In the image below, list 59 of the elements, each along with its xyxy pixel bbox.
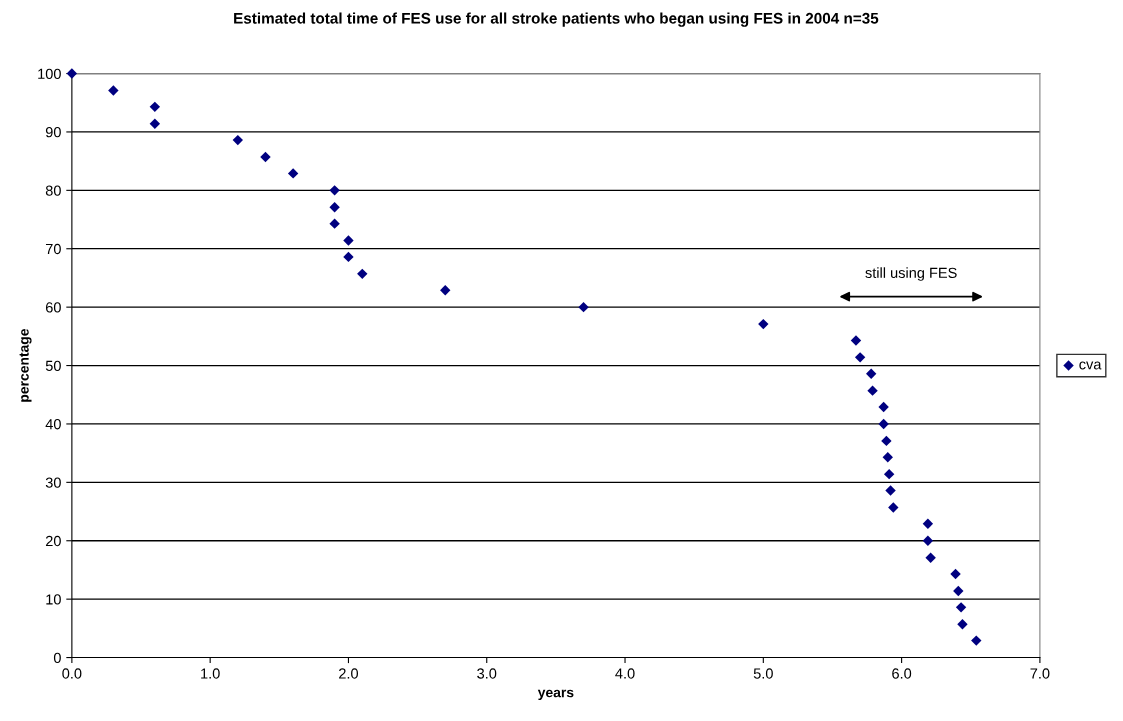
x-tick-label: 5.0 [753,668,773,679]
x-tick-label: 0.0 [62,668,82,679]
x-tick-label: 6.0 [892,668,912,679]
point [878,418,889,430]
annotation: still using FES [865,267,957,281]
point [149,118,161,129]
point [888,502,899,513]
point [865,368,877,379]
point [260,151,271,163]
y-tick-label: 90 [45,127,61,138]
y-tick-label: 100 [38,68,61,79]
point [955,602,967,613]
point [953,585,964,597]
y-tick-label: 0 [53,652,61,663]
point [149,101,161,113]
y-tick-label: 40 [45,419,61,430]
y-tick-label: 70 [45,243,61,255]
y-tick-label: 60 [45,302,61,313]
y-tick-label: 80 [45,185,61,196]
point [854,352,866,363]
y-axis-title: percentage [19,328,32,402]
x-tick-label: 4.0 [615,668,635,679]
x-tick-label: 3.0 [477,668,497,679]
point [108,85,119,96]
y-tick-label: 20 [45,535,61,547]
point [329,218,340,229]
point [329,185,340,196]
point [578,301,589,313]
point [971,635,982,646]
point [440,285,451,296]
point [329,202,340,213]
point [883,468,895,480]
point [922,518,934,530]
point [357,268,368,280]
legend-label: cva [1079,361,1102,370]
chart-title: Estimated total time of FES use for all stroke patients who began using FES in 2004 n=35 [234,12,879,27]
point [850,335,862,346]
point [758,318,769,330]
point [232,134,244,146]
point [867,385,878,396]
x-axis-title: years [537,689,574,701]
x-tick-label: 2.0 [339,668,359,679]
point [925,552,936,563]
x-tick-label: 7.0 [1030,668,1050,679]
point [343,235,354,246]
point [957,619,968,630]
point [343,251,354,263]
point [922,535,934,546]
y-tick-label: 30 [45,477,61,488]
point [950,568,961,580]
x-tick-label: 1.0 [201,668,220,679]
point [881,435,892,447]
point [885,485,896,496]
point [287,168,299,179]
point [882,452,893,463]
point [66,68,78,79]
y-tick-label: 50 [45,360,61,371]
point [878,401,889,413]
y-tick-label: 10 [46,594,61,605]
